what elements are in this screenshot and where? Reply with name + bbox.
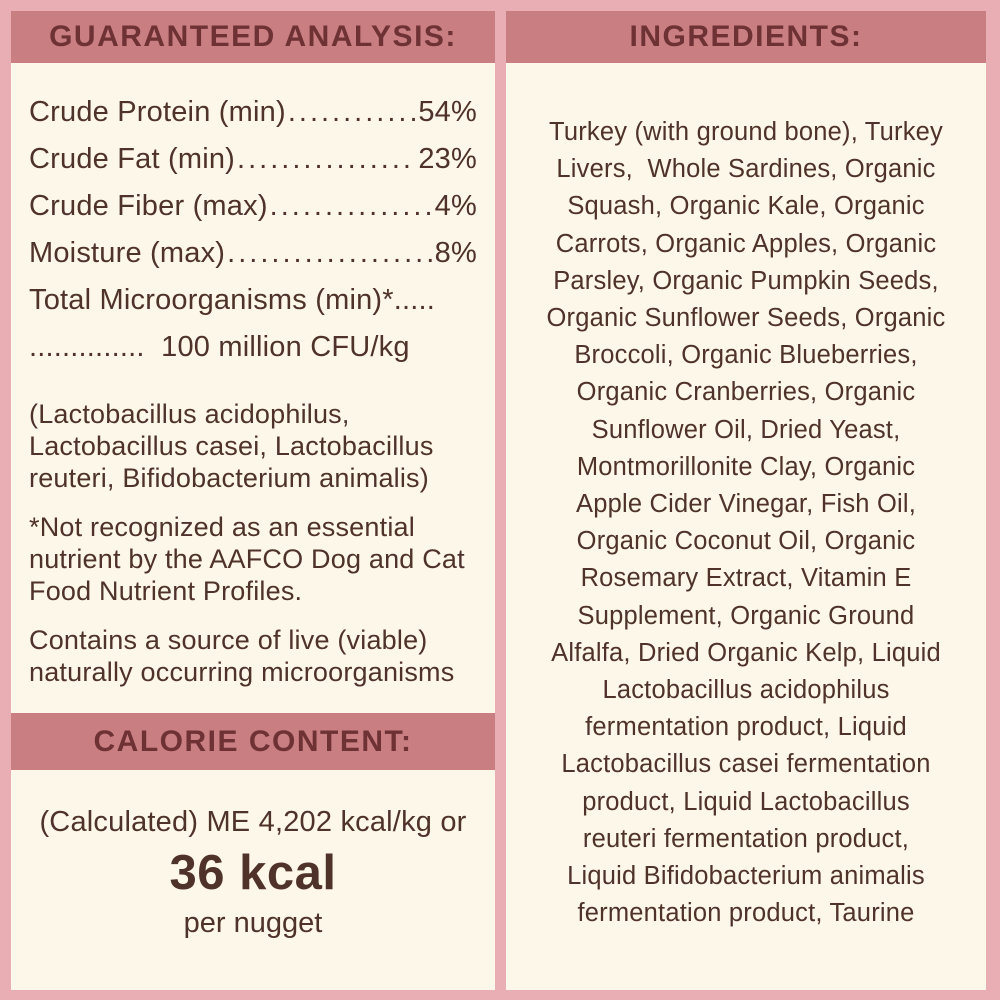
guaranteed-analysis-title: GUARANTEED ANALYSIS: [49,20,457,53]
ingredients-line: Alfalfa, Dried Organic Kelp, Liquid [551,638,941,667]
analysis-value: 4% [434,190,477,222]
ingredients-line: fermentation product, Taurine [577,899,915,928]
guaranteed-analysis-panel: GUARANTEED ANALYSIS: Crude Protein (min)… [11,11,495,990]
dot-leader: ........................................… [269,190,433,222]
calorie-content-header: CALORIE CONTENT: [11,713,495,770]
ingredients-panel: INGREDIENTS: Turkey (with ground bone), … [506,11,986,990]
analysis-label: Crude Fat (min) [29,143,236,175]
analysis-value: 23% [418,143,477,175]
ingredients-line: reuteri fermentation product, [582,824,910,853]
analysis-value: 54% [418,96,477,128]
ingredients-line: Broccoli, Organic Blueberries, [574,341,918,370]
analysis-label: Moisture (max) [29,237,226,269]
ingredients-line: fermentation product, Liquid [585,713,907,742]
ingredients-title: INGREDIENTS: [629,20,863,53]
dot-leader: ........................................… [237,143,416,175]
live-microorganisms-note: Contains a source of live (viable) natur… [29,625,455,687]
aafco-footnote: *Not recognized as an essential nutrient… [29,512,465,606]
ingredients-line: Supplement, Organic Ground [577,601,915,630]
calorie-content-title: CALORIE CONTENT: [93,724,413,758]
ingredients-line: Squash, Organic Kale, Organic [567,192,925,221]
ingredients-header: INGREDIENTS: [506,11,986,63]
analysis-row-protein: Crude Protein (min) ....................… [29,89,477,136]
analysis-value: 8% [434,237,477,269]
ingredients-line: product, Liquid Lactobacillus [582,787,910,816]
ingredients-line: Liquid Bifidobacterium animalis [567,862,925,891]
ingredients-line: Livers, Whole Sardines, Organic [556,155,936,184]
analysis-label: Crude Fiber (max) [29,190,268,222]
ingredients-line: Lactobacillus acidophilus [602,676,890,705]
ingredients-line: Organic Sunflower Seeds, Organic [546,304,946,333]
calorie-content-body: (Calculated) ME 4,202 kcal/kg or 36 kcal… [11,770,495,990]
ingredients-text: Turkey (with ground bone), Turkey Livers,… [506,63,986,990]
microorganism-species-note: (Lactobacillus acidophilus, Lactobacillu… [29,399,434,493]
analysis-label: Crude Protein (min) [29,96,286,128]
calorie-unit: per nugget [183,907,323,939]
microorganisms-row-line1: Total Microorganisms (min)*..... [29,284,436,316]
analysis-row-moisture: Moisture (max) .........................… [29,230,477,277]
guaranteed-analysis-body: Crude Protein (min) ....................… [11,63,495,713]
ingredients-line: Turkey (with ground bone), Turkey [549,118,943,146]
ingredients-line: Apple Cider Vinegar, Fish Oil, [575,490,917,519]
ingredients-line: Lactobacillus casei fermentation [561,750,931,779]
calorie-value: 36 kcal [169,846,337,900]
analysis-table: Crude Protein (min) ....................… [29,89,477,371]
ingredients-line: Montmorillonite Clay, Organic [576,452,916,481]
ingredients-line: Rosemary Extract, Vitamin E [580,564,912,593]
guaranteed-analysis-header: GUARANTEED ANALYSIS: [11,11,495,63]
ingredients-line: Organic Coconut Oil, Organic [576,527,916,556]
analysis-row-fat: Crude Fat (min) ........................… [29,136,477,183]
analysis-row-fiber: Crude Fiber (max) ......................… [29,183,477,230]
dot-leader: ........................................… [287,96,417,128]
microorganisms-row-line2: .............. 100 million CFU/kg [29,331,410,363]
calorie-calculated-line: (Calculated) ME 4,202 kcal/kg or [39,806,467,838]
ingredients-line: Sunflower Oil, Dried Yeast, [591,415,901,444]
dot-leader: ........................................… [227,237,433,269]
ingredients-line: Parsley, Organic Pumpkin Seeds, [553,266,939,295]
ingredients-line: Carrots, Organic Apples, Organic [555,229,937,258]
ingredients-line: Organic Cranberries, Organic [576,378,916,407]
